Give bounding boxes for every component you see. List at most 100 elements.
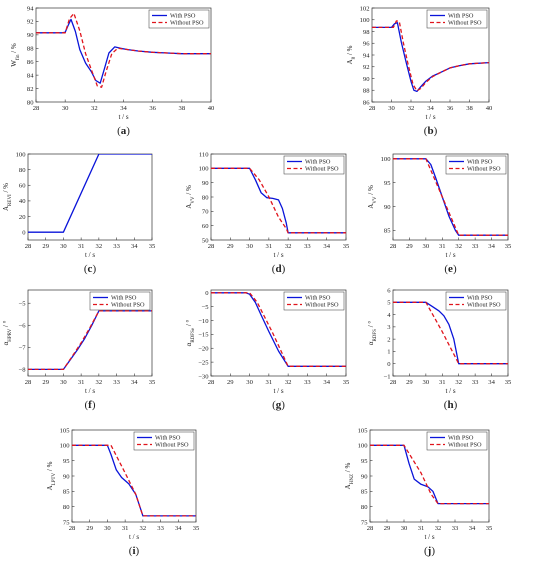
x-tick-label: 34 — [323, 243, 330, 250]
panel-j: 28 29 30 31 32 33 34 35 75 80 85 90 95 100 105 t / s AHN… — [344, 427, 493, 557]
x-tick-label: 30 — [62, 105, 69, 112]
x-tick-label: 32 — [455, 243, 462, 250]
series-line-with-pso — [370, 444, 489, 505]
panel-caption: (j) — [424, 545, 435, 557]
x-tick-label: 28 — [369, 105, 376, 112]
x-axis-label: t / s — [445, 251, 455, 259]
y-tick-label: 0 — [387, 361, 391, 368]
y-tick-label: 60 — [19, 183, 26, 190]
y-tick-label: 0 — [22, 229, 26, 236]
y-tick-label: 105 — [60, 427, 71, 434]
y-tick-label: 6 — [387, 287, 391, 294]
legend-label-without-pso: Without PSO — [448, 442, 482, 449]
y-tick-label: 100 — [16, 151, 27, 158]
panel-caption: (g) — [272, 399, 285, 411]
y-tick-label: 82 — [27, 86, 34, 93]
x-tick-label: 33 — [113, 379, 120, 386]
y-tick-label: 95 — [361, 458, 368, 465]
legend-label-without-pso: Without PSO — [467, 166, 501, 173]
y-tick-label: 90 — [361, 473, 368, 480]
x-tick-label: 33 — [304, 243, 311, 250]
legend-label-with-pso: With PSO — [467, 159, 493, 166]
panel-e: 28 29 30 31 32 33 34 35 85 90 95 100 t / s AVV / % Wit… — [367, 153, 512, 275]
y-tick-label: 105 — [358, 427, 369, 434]
y-tick-label: 1 — [387, 349, 390, 356]
y-tick-label: −20 — [198, 346, 209, 353]
y-axis-label: AHNZ / % — [344, 463, 355, 490]
y-tick-label: 4 — [387, 312, 391, 319]
legend-box — [89, 291, 151, 311]
x-axis-label: t / s — [273, 387, 283, 395]
x-tick-label: 32 — [408, 105, 415, 112]
legend-label-with-pso: With PSO — [305, 295, 331, 302]
legend-box — [283, 155, 345, 175]
y-tick-label: 75 — [361, 519, 368, 526]
series-line-without-pso — [393, 301, 508, 365]
x-tick-label: 29 — [42, 379, 49, 386]
y-tick-label: 80 — [27, 99, 34, 106]
y-tick-label: −6 — [18, 323, 26, 330]
y-tick-label: 98 — [363, 29, 370, 36]
panel-i: 28 29 30 31 32 33 34 35 75 80 85 90 95 100 105 t / s ALP… — [46, 427, 200, 557]
x-tick-label: 30 — [246, 379, 253, 386]
x-tick-label: 29 — [42, 243, 49, 250]
x-tick-label: 28 — [208, 243, 215, 250]
legend-label-without-pso: Without PSO — [305, 166, 339, 173]
y-axis-label: AREVI / % — [2, 183, 13, 211]
x-tick-label: 28 — [390, 243, 397, 250]
y-tick-label: 102 — [360, 5, 370, 12]
y-tick-label: 86 — [363, 99, 370, 106]
x-tick-label: 34 — [175, 525, 182, 532]
legend-box — [133, 431, 195, 451]
series-line-without-pso — [393, 158, 508, 236]
y-tick-label: 92 — [363, 64, 370, 71]
x-axis-label: t / s — [424, 533, 434, 541]
x-tick-label: 35 — [343, 243, 350, 250]
y-axis-label: αRDFSe / ° — [185, 319, 196, 346]
y-tick-label: 95 — [384, 180, 391, 187]
series-line-without-pso — [211, 292, 346, 367]
y-tick-label: 3 — [387, 324, 391, 331]
x-axis-label: t / s — [273, 251, 283, 259]
legend-label-without-pso: Without PSO — [448, 20, 482, 27]
x-tick-label: 32 — [285, 379, 292, 386]
y-tick-label: 94 — [363, 52, 370, 59]
x-tick-label: 31 — [418, 525, 425, 532]
panel-caption: (h) — [444, 399, 458, 411]
y-tick-label: 20 — [19, 214, 26, 221]
y-axis-label: AVV / % — [367, 185, 378, 209]
y-axis-label: A8 / % — [346, 45, 357, 64]
x-tick-label: 34 — [120, 105, 127, 112]
x-tick-label: 30 — [246, 243, 253, 250]
y-tick-label: 80 — [361, 504, 368, 511]
x-tick-label: 33 — [157, 525, 164, 532]
legend-label-without-pso: Without PSO — [155, 442, 189, 449]
legend-label-with-pso: With PSO — [305, 159, 331, 166]
plot-frame — [27, 153, 153, 241]
x-tick-label: 32 — [96, 379, 103, 386]
x-tick-label: 31 — [122, 525, 129, 532]
legend-box — [148, 9, 210, 29]
x-tick-label: 32 — [455, 379, 462, 386]
x-tick-label: 33 — [472, 379, 479, 386]
x-tick-label: 32 — [140, 525, 147, 532]
y-tick-label: −5 — [201, 304, 209, 311]
x-tick-label: 32 — [435, 525, 442, 532]
x-tick-label: 31 — [266, 243, 273, 250]
x-axis-label: t / s — [425, 113, 435, 121]
x-tick-label: 38 — [466, 105, 473, 112]
series-line-without-pso — [370, 444, 489, 505]
series-line-without-pso — [72, 444, 196, 517]
legend-label-without-pso: Without PSO — [170, 20, 204, 27]
x-tick-label: 34 — [131, 379, 138, 386]
legend-label-with-pso: With PSO — [155, 435, 181, 442]
y-tick-label: 0 — [205, 290, 209, 297]
legend-label-without-pso: Without PSO — [467, 302, 501, 309]
y-tick-label: 94 — [27, 5, 34, 12]
panel-a: 28 30 32 34 36 38 40 80 82 84 86 88 90 92 94 t / s Wfin … — [10, 5, 215, 137]
y-tick-label: 100 — [199, 166, 210, 173]
